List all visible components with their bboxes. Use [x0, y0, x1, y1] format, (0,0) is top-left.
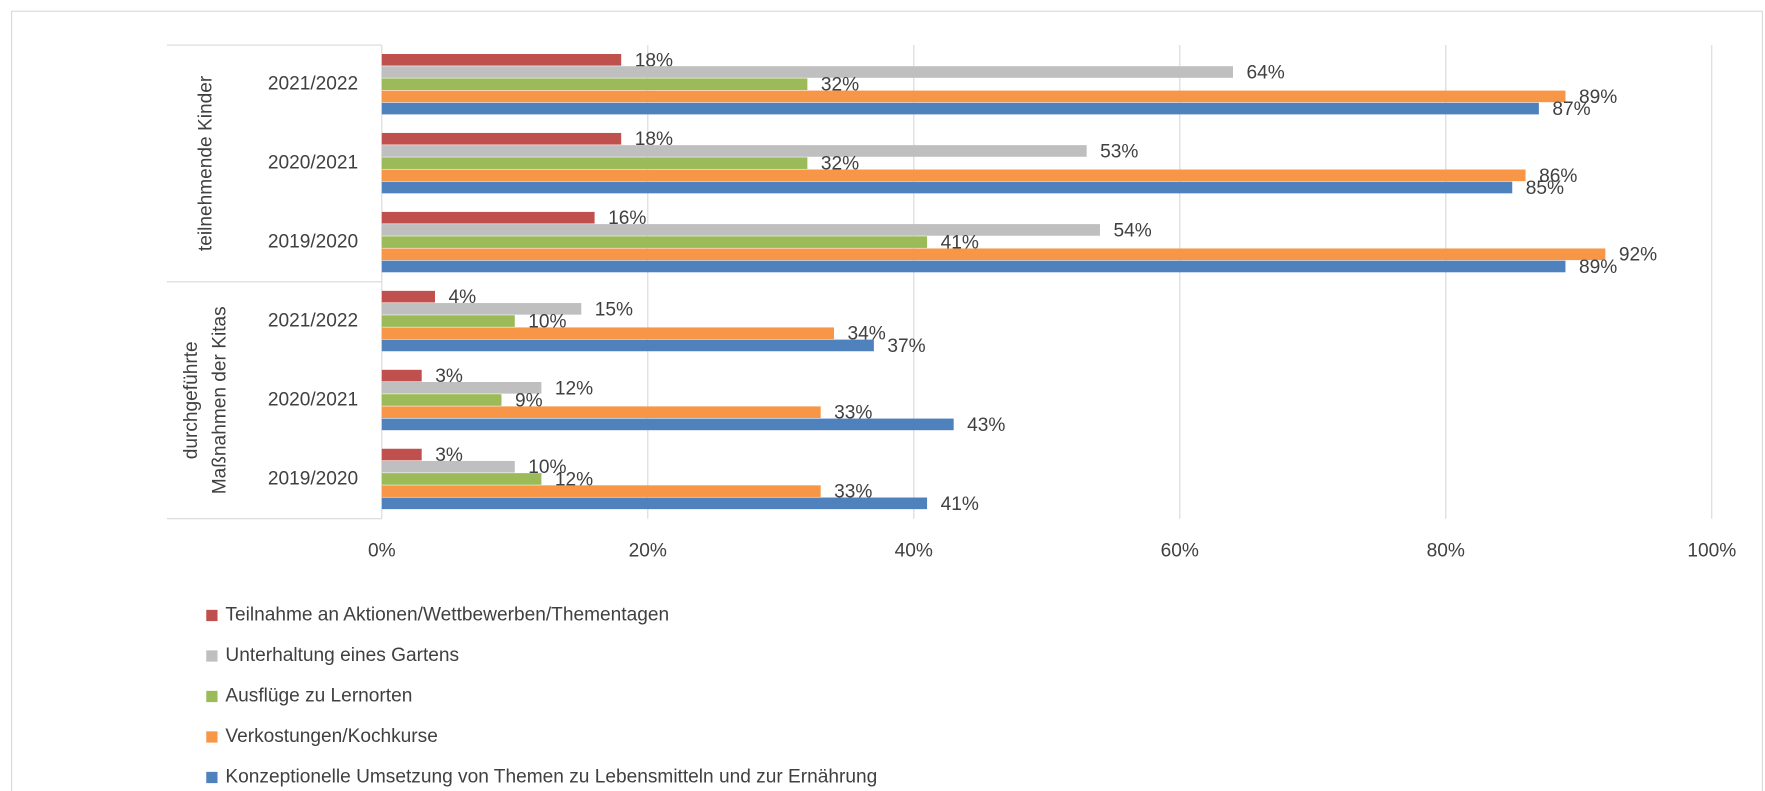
data-label: 33% — [834, 482, 872, 503]
bar — [381, 473, 542, 485]
bar — [381, 102, 1539, 115]
bar — [381, 369, 422, 382]
bar — [381, 66, 1233, 78]
legend-swatch — [206, 650, 218, 662]
y-tick-label: 2019/2020 — [268, 231, 358, 252]
bar — [381, 485, 821, 497]
bar — [381, 224, 1100, 236]
chart-border — [11, 10, 1763, 791]
legend-label: Konzeptionelle Umsetzung von Themen zu L… — [225, 767, 877, 788]
legend-swatch — [206, 731, 218, 743]
bar — [381, 394, 502, 406]
bar — [381, 290, 435, 303]
group-label: durchgeführte — [181, 341, 202, 459]
x-tick-label: 40% — [895, 540, 933, 561]
bar — [381, 315, 515, 327]
bar — [381, 90, 1566, 103]
legend-label: Ausflüge zu Lernorten — [225, 686, 412, 707]
data-label: 37% — [887, 336, 925, 357]
bar — [381, 406, 821, 419]
y-tick-label: 2020/2021 — [268, 152, 358, 173]
x-tick-label: 60% — [1161, 540, 1199, 561]
data-label: 12% — [555, 378, 593, 399]
x-tick-label: 0% — [368, 540, 396, 561]
bar — [381, 448, 422, 461]
data-label: 32% — [821, 75, 859, 96]
data-label: 3% — [435, 366, 463, 387]
data-label: 16% — [608, 208, 646, 229]
legend-label: Unterhaltung eines Gartens — [225, 645, 459, 666]
bar — [381, 78, 808, 91]
y-tick-label: 2019/2020 — [268, 468, 358, 489]
data-label: 85% — [1526, 178, 1564, 199]
data-label: 92% — [1619, 245, 1657, 266]
data-label: 41% — [941, 233, 979, 254]
data-label: 18% — [635, 129, 673, 150]
legend-label: Teilnahme an Aktionen/Wettbewerben/Theme… — [225, 605, 669, 626]
data-label: 18% — [635, 50, 673, 71]
bar — [381, 260, 1566, 273]
bar — [381, 145, 1087, 157]
bar — [381, 327, 834, 340]
data-label: 87% — [1552, 99, 1590, 120]
data-label: 10% — [528, 457, 566, 478]
data-label: 43% — [967, 415, 1005, 436]
legend-swatch — [206, 771, 218, 784]
bar — [381, 211, 595, 224]
bar — [381, 169, 1526, 182]
data-label: 10% — [528, 312, 566, 333]
bar — [381, 54, 622, 66]
x-tick-label: 20% — [629, 540, 667, 561]
data-label: 64% — [1246, 62, 1284, 83]
bar — [381, 132, 622, 145]
data-label: 89% — [1579, 257, 1617, 278]
y-tick-label: 2021/2022 — [268, 74, 358, 95]
legend-swatch — [206, 609, 218, 622]
data-label: 32% — [821, 154, 859, 175]
legend-label: Verkostungen/Kochkurse — [225, 726, 437, 747]
data-label: 9% — [515, 390, 543, 411]
bar — [381, 339, 874, 352]
x-tick-label: 80% — [1427, 540, 1465, 561]
bar — [381, 248, 1606, 261]
data-label: 53% — [1100, 141, 1138, 162]
bar — [381, 157, 808, 169]
bar — [381, 497, 928, 510]
bar — [381, 381, 542, 394]
bar — [381, 236, 928, 248]
y-tick-label: 2020/2021 — [268, 389, 358, 410]
bar — [381, 303, 582, 315]
bar — [381, 460, 515, 473]
data-label: 34% — [847, 324, 885, 345]
bar — [381, 181, 1513, 194]
legend-swatch — [206, 690, 218, 703]
y-tick-label: 2021/2022 — [268, 310, 358, 331]
group-label: Maßnahmen der Kitas — [209, 306, 230, 494]
bar — [381, 418, 954, 431]
data-label: 4% — [448, 287, 476, 308]
data-label: 3% — [435, 445, 463, 466]
group-label: teilnehmende Kinder — [195, 75, 216, 251]
data-label: 54% — [1113, 220, 1151, 241]
data-label: 15% — [595, 299, 633, 320]
data-label: 89% — [1579, 87, 1617, 108]
data-label: 41% — [941, 494, 979, 515]
data-label: 86% — [1539, 166, 1577, 187]
x-tick-label: 100% — [1687, 540, 1736, 561]
data-label: 12% — [555, 469, 593, 490]
data-label: 33% — [834, 403, 872, 424]
